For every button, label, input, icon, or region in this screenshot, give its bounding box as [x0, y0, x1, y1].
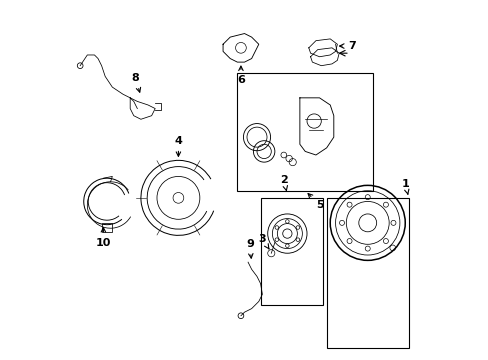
Circle shape — [267, 249, 274, 257]
Text: 3: 3 — [258, 234, 268, 249]
Text: 4: 4 — [174, 136, 182, 156]
Bar — [237, 73, 372, 191]
Text: 9: 9 — [245, 239, 253, 258]
Text: 1: 1 — [401, 179, 408, 194]
Text: 6: 6 — [237, 66, 244, 85]
Text: 8: 8 — [131, 73, 141, 92]
Bar — [326, 198, 408, 348]
Bar — [102, 223, 112, 232]
Text: 5: 5 — [307, 194, 323, 210]
Text: 7: 7 — [339, 41, 355, 51]
Bar — [260, 198, 323, 305]
Text: 2: 2 — [279, 175, 287, 191]
Text: 10: 10 — [96, 228, 111, 248]
